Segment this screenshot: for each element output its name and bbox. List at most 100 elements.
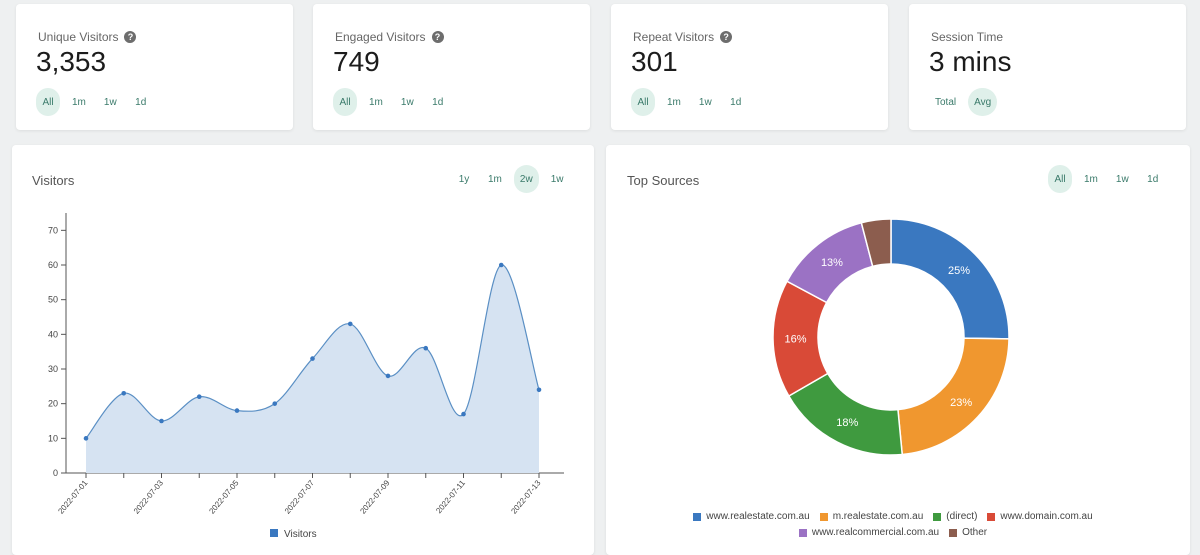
x-tick-label: 2022-07-11 (434, 478, 467, 515)
legend-swatch (987, 513, 996, 521)
filter-1m[interactable]: 1m (72, 96, 86, 108)
filter-1m[interactable]: 1m (369, 96, 383, 108)
legend-swatch (798, 529, 807, 537)
filter-1d[interactable]: 1d (432, 96, 444, 108)
y-tick-label: 0 (53, 468, 58, 478)
question-circle-icon[interactable]: ? (720, 31, 733, 43)
data-point (423, 345, 429, 351)
legend-swatch (949, 529, 958, 537)
filter-group: All 1m 1w 1d (631, 88, 748, 116)
filter-1w[interactable]: 1w (698, 96, 712, 108)
filter-1d[interactable]: 1d (730, 96, 742, 108)
filter-all[interactable]: All (631, 88, 655, 116)
legend-swatch (270, 529, 278, 537)
filter-1w[interactable]: 1w (1115, 173, 1129, 185)
filter-1d[interactable]: 1d (1147, 173, 1159, 185)
filter-all[interactable]: All (36, 88, 60, 116)
visitors-panel: Visitors 1y 1m 2w 1w 0 10 20 30 40 50 60 70 2022… (12, 145, 594, 555)
legend-label: (direct) (946, 511, 978, 522)
filter-group: All 1m 1w 1d (36, 88, 153, 116)
data-point (347, 321, 353, 327)
filter-total[interactable]: Total (935, 96, 957, 108)
data-point (234, 408, 240, 413)
data-point (536, 387, 542, 393)
pie-slice (897, 337, 1010, 456)
y-tick-label: 60 (48, 260, 58, 270)
question-circle-icon[interactable]: ? (431, 31, 444, 43)
x-tick-label: 2022-07-05 (207, 478, 241, 516)
legend-label: www.realcommercial.com.au (811, 527, 940, 538)
filter-1m[interactable]: 1m (667, 96, 681, 108)
pie-slice-label: 23% (950, 397, 972, 409)
data-point (121, 390, 127, 396)
data-point (196, 394, 202, 400)
visitors-line-chart: 0 10 20 30 40 50 60 70 2022-07-01 2022-07-03 2022-… (48, 213, 564, 540)
x-tick-label: 2022-07-09 (358, 478, 392, 516)
question-circle-icon[interactable]: ? (124, 31, 137, 43)
stat-title: Unique Visitors ? (38, 30, 137, 44)
pie-slice (890, 218, 1010, 340)
filter-avg[interactable]: Avg (968, 88, 998, 116)
data-point (385, 373, 391, 379)
x-tick-label: 2022-07-13 (509, 478, 543, 516)
x-tick-label: 2022-07-01 (56, 478, 90, 516)
y-tick-label: 40 (48, 329, 58, 339)
pie-slice (860, 218, 892, 268)
stat-value: 3 mins (929, 46, 1012, 77)
filter-1m[interactable]: 1m (1084, 173, 1098, 185)
stat-card-session-time: Session Time 3 mins Total Avg (909, 4, 1186, 130)
legend-label: www.realestate.com.au (706, 511, 810, 522)
legend-swatch (933, 513, 942, 521)
stat-card-repeat-visitors: Repeat Visitors ? 301 All 1m 1w 1d (611, 4, 888, 130)
pie-slice-label: 13% (821, 257, 843, 269)
legend-label: m.realestate.com.au (832, 511, 924, 522)
data-point (159, 418, 164, 424)
y-tick-label: 20 (48, 399, 58, 409)
legend-item[interactable]: www.realcommercial.com.au (798, 525, 940, 541)
stat-value: 301 (631, 46, 678, 77)
x-tick-label: 2022-07-03 (132, 478, 166, 516)
visitors-area (86, 264, 539, 473)
filter-1d[interactable]: 1d (135, 96, 147, 108)
data-point (461, 411, 466, 417)
stat-title: Repeat Visitors ? (633, 30, 733, 44)
x-tick-label: 2022-07-07 (283, 478, 317, 516)
stat-title: Engaged Visitors ? (335, 30, 444, 44)
y-tick-label: 70 (48, 225, 58, 235)
pie-slice-label: 18% (836, 417, 858, 429)
visitors-line (85, 264, 540, 439)
top-sources-donut-chart: 25% 23% 18% 16% 13% (772, 218, 1010, 456)
filter-1m[interactable]: 1m (488, 173, 502, 185)
data-point (498, 262, 504, 268)
data-point (310, 356, 315, 361)
y-tick-label: 30 (48, 364, 58, 374)
stat-card-unique-visitors: Unique Visitors ? 3,353 All 1m 1w 1d (16, 4, 293, 130)
filter-all[interactable]: All (1048, 165, 1072, 193)
legend-item[interactable]: Other (949, 525, 987, 541)
pie-legend: www.realestate.com.au m.realestate.com.au… (606, 509, 1190, 541)
legend-item[interactable]: www.domain.com.au (987, 509, 1093, 525)
legend-item[interactable]: m.realestate.com.au (819, 509, 924, 525)
range-filter-group: 1y 1m 2w 1w (452, 165, 570, 193)
filter-1w[interactable]: 1w (550, 173, 564, 185)
panel-title: Visitors (32, 173, 75, 188)
y-tick-label: 10 (48, 433, 58, 443)
legend-row: www.realestate.com.au m.realestate.com.au… (606, 509, 1190, 525)
legend-label: www.domain.com.au (1000, 511, 1093, 522)
filter-1w[interactable]: 1w (400, 96, 414, 108)
filter-1y[interactable]: 1y (458, 173, 470, 185)
filter-group: Total Avg (929, 88, 998, 116)
filter-1w[interactable]: 1w (103, 96, 117, 108)
pie-slice-label: 16% (784, 334, 806, 346)
data-point (83, 436, 89, 441)
legend-item[interactable]: (direct) (933, 509, 977, 525)
filter-2w[interactable]: 2w (513, 165, 539, 193)
stat-value: 3,353 (36, 46, 107, 77)
filter-all[interactable]: All (333, 88, 357, 116)
legend-swatch (693, 513, 702, 521)
data-point (272, 401, 278, 406)
legend-item[interactable]: www.realestate.com.au (693, 509, 810, 525)
source-filter-group: All 1m 1w 1d (1048, 165, 1165, 193)
panel-title: Top Sources (627, 173, 700, 188)
stat-title: Session Time (931, 30, 1004, 44)
